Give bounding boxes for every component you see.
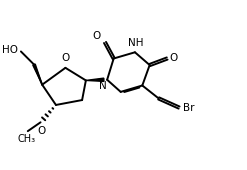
Text: O: O — [38, 126, 46, 136]
Text: O: O — [61, 53, 69, 63]
Polygon shape — [33, 64, 42, 85]
Text: O: O — [92, 31, 101, 41]
Text: NH: NH — [128, 38, 143, 48]
Text: O: O — [170, 53, 178, 63]
Text: CH₃: CH₃ — [18, 134, 36, 144]
Text: HO: HO — [2, 45, 18, 55]
Text: Br: Br — [183, 103, 194, 113]
Text: N: N — [99, 81, 107, 91]
Polygon shape — [86, 78, 104, 81]
